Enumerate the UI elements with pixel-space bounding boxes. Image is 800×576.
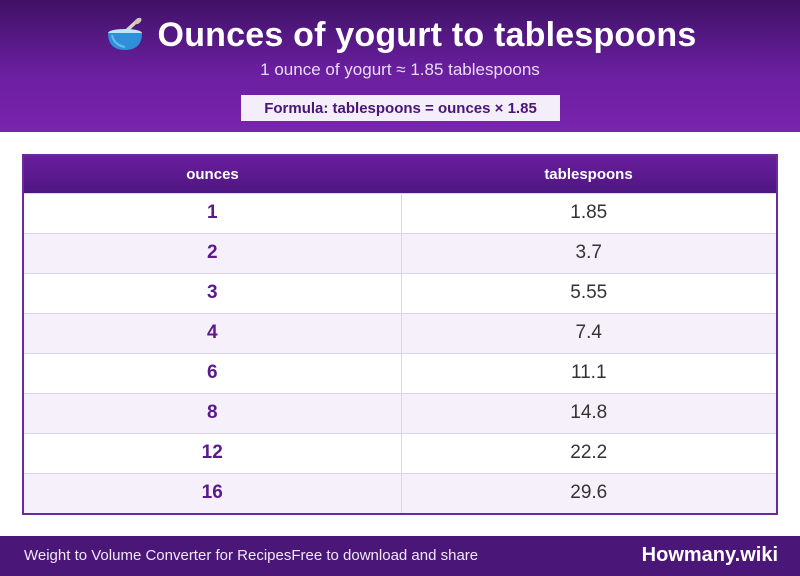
ounces-cell: 2 (24, 232, 402, 273)
table-header: ounces tablespoons (24, 156, 776, 193)
table-row: 6 11.1 (24, 352, 776, 393)
tablespoons-cell: 29.6 (401, 472, 776, 513)
title-row: Ounces of yogurt to tablespoons (0, 14, 800, 56)
table-body: 1 1.85 2 3.7 3 5.55 4 7.4 6 11.1 8 14.8 (24, 192, 776, 513)
footer-bar: Weight to Volume Converter for RecipesFr… (0, 536, 800, 576)
tablespoons-cell: 11.1 (401, 352, 776, 393)
ounces-cell: 1 (24, 192, 402, 233)
tablespoons-cell: 1.85 (401, 192, 776, 233)
table-row: 1 1.85 (24, 192, 776, 233)
column-header-tablespoons: tablespoons (544, 165, 633, 183)
table-row: 4 7.4 (24, 312, 776, 353)
ounces-cell: 12 (24, 432, 402, 473)
conversion-table-grid: ounces tablespoons 1 1.85 2 3.7 3 5.55 4… (24, 156, 776, 513)
header-banner: Ounces of yogurt to tablespoons 1 ounce … (0, 0, 800, 132)
table-row: 2 3.7 (24, 232, 776, 273)
ounces-cell: 16 (24, 472, 402, 513)
page-title: Ounces of yogurt to tablespoons (157, 15, 697, 54)
ounces-cell: 4 (24, 312, 402, 353)
column-header-ounces: ounces (186, 165, 239, 183)
ounces-cell: 8 (24, 392, 402, 433)
table-row: 16 29.6 (24, 472, 776, 513)
table-header-row: ounces tablespoons (24, 156, 776, 193)
tablespoons-cell: 5.55 (401, 272, 776, 313)
tablespoons-cell: 3.7 (401, 232, 776, 273)
ounces-cell: 6 (24, 352, 402, 393)
formula-badge: Formula: tablespoons = ounces × 1.85 (241, 95, 560, 121)
bowl-with-spoon-icon (104, 17, 146, 53)
table-row: 3 5.55 (24, 272, 776, 313)
footer-tagline: Weight to Volume Converter for RecipesFr… (24, 547, 479, 564)
brand-link[interactable]: Howmany.wiki (641, 544, 778, 566)
tablespoons-cell: 22.2 (401, 432, 776, 473)
table-row: 12 22.2 (24, 432, 776, 473)
conversion-table: ounces tablespoons 1 1.85 2 3.7 3 5.55 4… (22, 154, 778, 515)
table-row: 8 14.8 (24, 392, 776, 433)
tablespoons-cell: 14.8 (401, 392, 776, 433)
tablespoons-cell: 7.4 (401, 312, 776, 353)
ounces-cell: 3 (24, 272, 402, 313)
conversion-subtitle: 1 ounce of yogurt ≈ 1.85 tablespoons (260, 60, 540, 79)
